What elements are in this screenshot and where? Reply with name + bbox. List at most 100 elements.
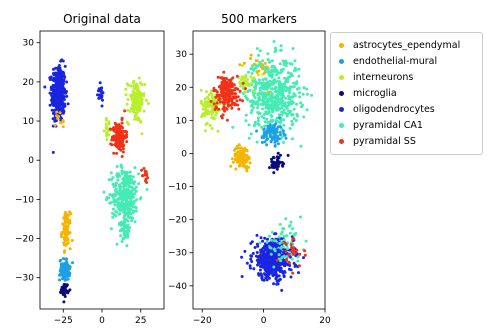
scatter-point bbox=[256, 93, 260, 97]
scatter-point bbox=[51, 117, 55, 121]
scatter-panel: Original data −25 0 25 −30 −20 −10 0 10 20 30 bbox=[15, 12, 165, 326]
scatter-point bbox=[294, 231, 298, 235]
scatter-point bbox=[285, 234, 289, 238]
y-tick-label: −10 bbox=[15, 195, 34, 205]
scatter-point bbox=[255, 251, 259, 254]
scatter-point bbox=[130, 216, 134, 220]
y-tick-label: −30 bbox=[15, 274, 34, 284]
scatter-point bbox=[263, 71, 267, 75]
scatter-point bbox=[241, 148, 245, 151]
scatter-point bbox=[117, 212, 121, 216]
scatter-point bbox=[132, 209, 136, 213]
scatter-point bbox=[283, 101, 287, 105]
scatter-point bbox=[57, 89, 61, 92]
scatter-point bbox=[244, 166, 248, 170]
scatter-point bbox=[120, 200, 124, 204]
scatter-point bbox=[145, 187, 149, 191]
scatter-point bbox=[66, 217, 70, 221]
scatter-point bbox=[124, 93, 128, 97]
scatter-point bbox=[135, 198, 138, 202]
scatter-point bbox=[105, 138, 109, 141]
scatter-point bbox=[299, 144, 303, 148]
legend-marker bbox=[339, 59, 344, 64]
scatter-point bbox=[273, 46, 277, 50]
scatter-point bbox=[278, 62, 282, 66]
scatter-point bbox=[116, 178, 120, 182]
scatter-point bbox=[119, 185, 123, 189]
scatter-point bbox=[251, 106, 255, 110]
scatter-point bbox=[127, 189, 131, 193]
scatter-point bbox=[107, 122, 111, 126]
scatter-point bbox=[244, 87, 247, 91]
scatter-point bbox=[133, 114, 137, 118]
scatter-point bbox=[262, 272, 266, 276]
scatter-point bbox=[253, 89, 257, 93]
scatter-point bbox=[210, 127, 214, 130]
scatter-point bbox=[263, 140, 267, 144]
scatter-point bbox=[274, 80, 278, 84]
scatter-point bbox=[258, 241, 262, 245]
scatter-point bbox=[121, 150, 125, 154]
scatter-point bbox=[277, 253, 281, 257]
scatter-point bbox=[245, 96, 249, 100]
scatter-point bbox=[203, 97, 207, 101]
scatter-point bbox=[101, 98, 104, 102]
scatter-point bbox=[254, 80, 258, 84]
scatter-point bbox=[264, 92, 267, 96]
scatter-point bbox=[257, 81, 261, 85]
scatter-point bbox=[132, 84, 136, 88]
scatter-point bbox=[276, 142, 280, 146]
scatter-point bbox=[146, 176, 150, 180]
scatter-point bbox=[70, 239, 74, 242]
scatter-point bbox=[276, 100, 280, 104]
scatter-point bbox=[229, 164, 233, 168]
scatter-point bbox=[289, 72, 293, 76]
scatter-point bbox=[249, 111, 253, 115]
scatter-point bbox=[252, 62, 256, 66]
scatter-point bbox=[261, 239, 265, 243]
scatter-point bbox=[298, 252, 302, 256]
scatter-point bbox=[59, 235, 63, 239]
scatter-point bbox=[285, 258, 289, 262]
scatter-point bbox=[102, 129, 106, 133]
scatter-point bbox=[139, 196, 143, 200]
scatter-point bbox=[130, 189, 134, 193]
scatter-point bbox=[258, 98, 262, 102]
scatter-point bbox=[291, 95, 295, 99]
scatter-point bbox=[261, 107, 264, 111]
scatter-point bbox=[207, 112, 210, 116]
scatter-point bbox=[115, 242, 119, 246]
scatter-point bbox=[288, 261, 291, 265]
scatter-point bbox=[134, 189, 138, 193]
scatter-point bbox=[251, 77, 255, 81]
scatter-point bbox=[125, 130, 129, 134]
scatter-point bbox=[263, 96, 267, 100]
scatter-point bbox=[271, 64, 275, 68]
scatter-point bbox=[49, 75, 53, 79]
scatter-point bbox=[105, 195, 109, 199]
scatter-point bbox=[57, 106, 61, 110]
scatter-point bbox=[121, 133, 125, 137]
scatter-point bbox=[61, 80, 65, 84]
scatter-point bbox=[262, 127, 266, 131]
scatter-point bbox=[263, 85, 267, 89]
scatter-point bbox=[292, 107, 296, 111]
scatter-point bbox=[264, 77, 268, 81]
scatter-point bbox=[257, 258, 261, 262]
x-tick-label: 25 bbox=[135, 316, 146, 326]
scatter-point bbox=[222, 70, 226, 74]
scatter-point bbox=[246, 78, 249, 82]
scatter-point bbox=[125, 244, 129, 248]
scatter-point bbox=[55, 75, 59, 79]
scatter-point bbox=[288, 85, 292, 89]
scatter-point bbox=[62, 283, 66, 286]
scatter-point bbox=[142, 167, 146, 170]
scatter-point bbox=[294, 68, 298, 72]
legend-label: astrocytes_ependymal bbox=[353, 40, 461, 51]
scatter-point bbox=[266, 261, 270, 265]
scatter-point bbox=[120, 172, 124, 175]
scatter-point bbox=[228, 85, 232, 89]
scatter-point bbox=[224, 98, 228, 102]
scatter-point bbox=[289, 243, 293, 246]
scatter-point bbox=[244, 83, 248, 86]
